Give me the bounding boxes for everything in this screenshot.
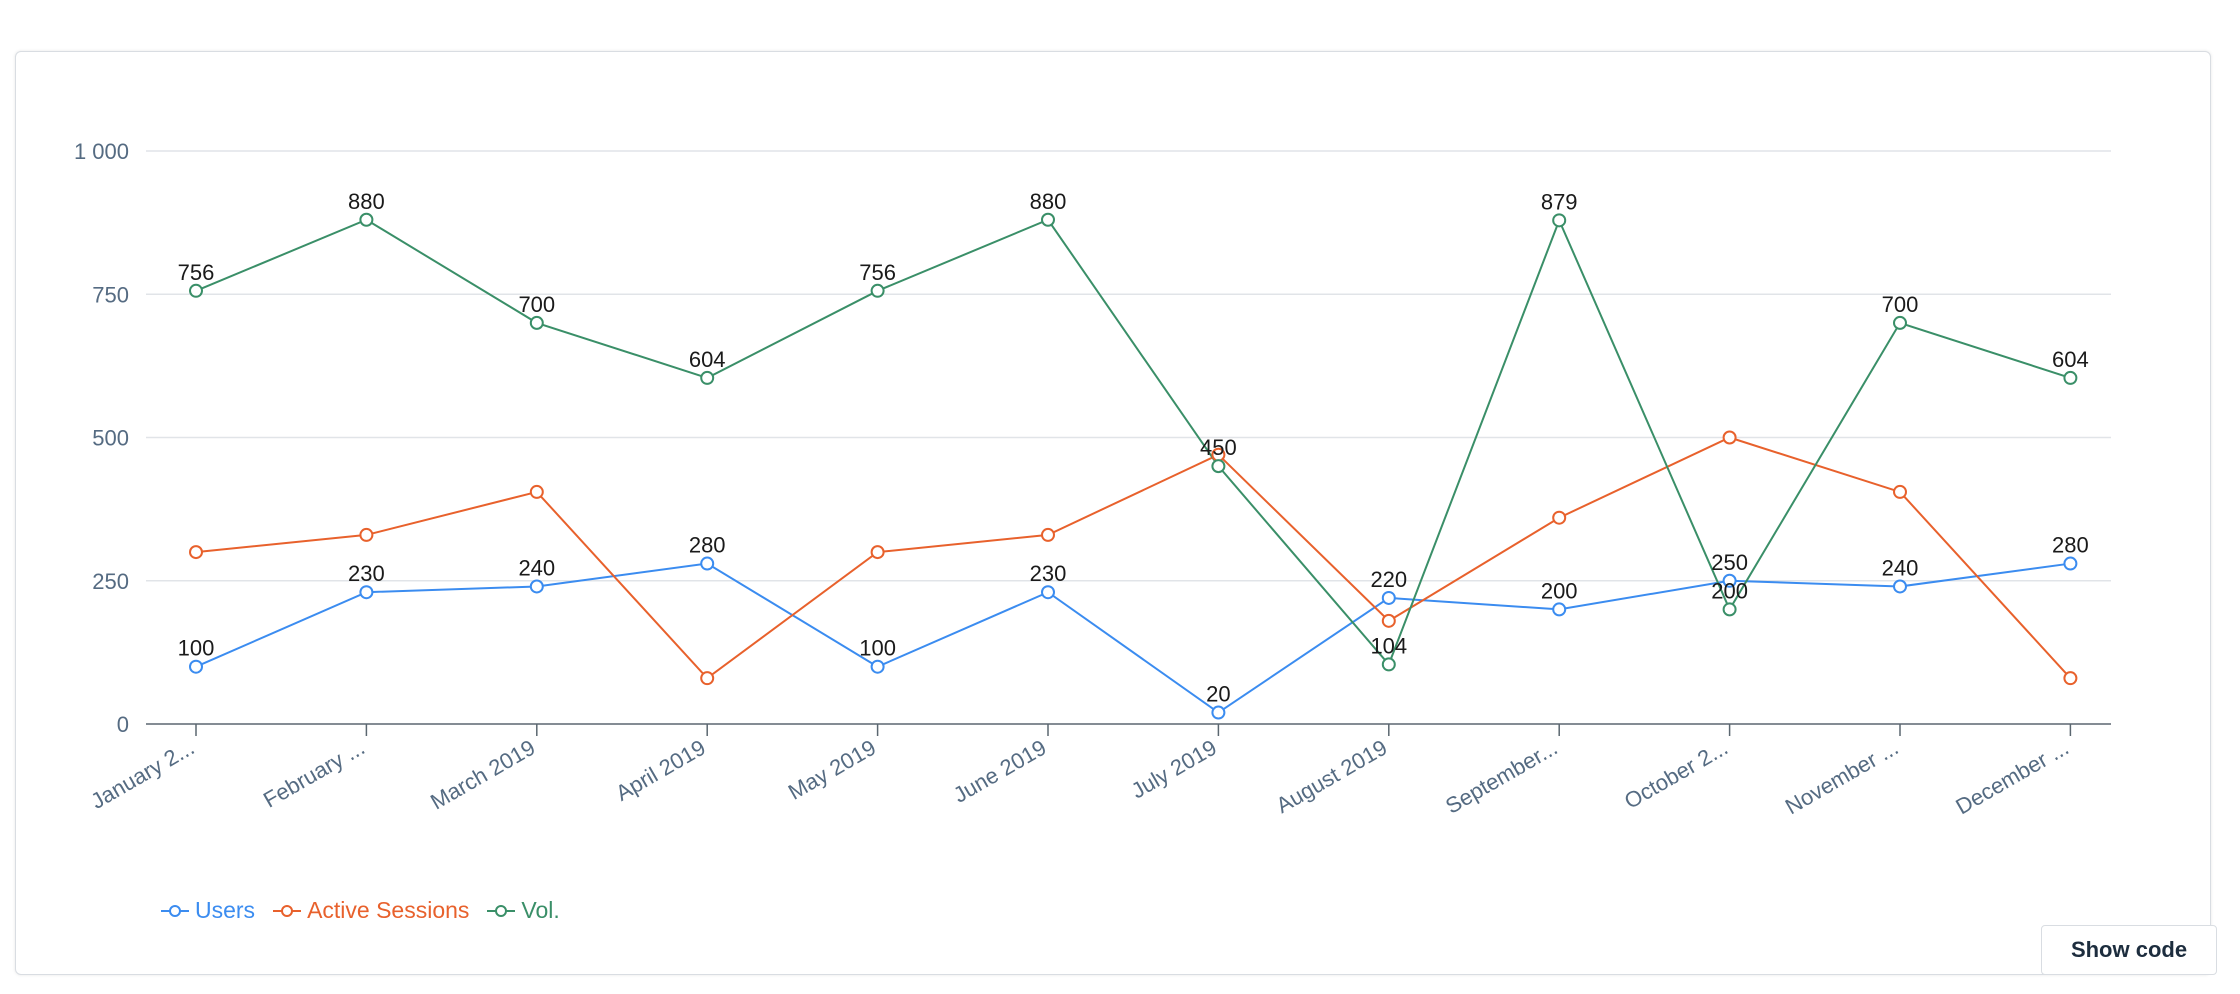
- data-label: 20: [1206, 682, 1230, 707]
- data-label: 700: [518, 292, 555, 317]
- x-tick-label: May 2019: [784, 735, 880, 805]
- data-point: [189, 659, 203, 674]
- data-label: 604: [2052, 347, 2089, 372]
- y-tick-label: 750: [92, 282, 129, 307]
- data-label: 700: [1882, 292, 1919, 317]
- data-label: 756: [178, 260, 215, 285]
- data-point: [189, 283, 203, 298]
- data-point: [1722, 573, 1737, 588]
- data-point: [1552, 602, 1567, 617]
- data-point: [870, 545, 885, 560]
- data-point: [1381, 590, 1396, 605]
- data-point: [1722, 430, 1737, 445]
- y-tick-label: 250: [92, 569, 129, 594]
- x-tick-label: July 2019: [1127, 735, 1221, 804]
- data-point: [700, 370, 715, 385]
- legend-label: Users: [195, 897, 256, 923]
- data-point: [2063, 671, 2078, 686]
- legend-label: Active Sessions: [307, 897, 470, 923]
- legend-marker-icon: [487, 904, 516, 917]
- series-line: [195, 217, 2071, 667]
- data-label: 200: [1541, 578, 1578, 603]
- data-point: [189, 545, 203, 560]
- data-point: [1041, 527, 1055, 542]
- data-point: [359, 527, 374, 542]
- data-point: [1552, 510, 1567, 525]
- data-point: [359, 585, 374, 600]
- legend-item[interactable]: Active Sessions: [273, 897, 469, 924]
- data-point: [1211, 705, 1226, 720]
- data-point: [1893, 579, 1907, 594]
- data-point: [870, 283, 885, 298]
- x-tick-label: September...: [1441, 735, 1562, 819]
- data-point: [700, 556, 715, 571]
- y-tick-label: 0: [117, 712, 129, 737]
- legend-marker-icon: [161, 904, 189, 917]
- data-point: [700, 671, 715, 686]
- y-tick-label: 1 000: [74, 139, 129, 164]
- data-label: 240: [518, 555, 555, 580]
- x-tick-label: October 2...: [1620, 735, 1732, 814]
- data-point: [2063, 556, 2078, 571]
- data-label: 250: [1711, 550, 1748, 575]
- data-label: 880: [348, 189, 385, 214]
- data-label: 280: [2052, 533, 2089, 558]
- data-point: [870, 659, 885, 674]
- series-line: [195, 436, 2072, 680]
- data-label: 100: [178, 636, 215, 661]
- x-tick-label: March 2019: [426, 735, 539, 815]
- data-point: [1552, 213, 1567, 228]
- data-label: 220: [1370, 567, 1407, 592]
- data-point: [529, 484, 544, 499]
- data-label: 880: [1030, 189, 1067, 214]
- line-chart: 0 250 500 750 1 000 January 2... February ... M…: [74, 139, 2111, 820]
- x-tick-label: November ...: [1781, 735, 1903, 820]
- legend-label: Vol.: [521, 897, 560, 923]
- data-point: [1381, 613, 1396, 628]
- data-point: [1381, 657, 1396, 672]
- x-tick-label: April 2019: [611, 735, 709, 806]
- data-point: [1893, 315, 1907, 330]
- data-point: [2063, 370, 2078, 385]
- x-tick-label: December ...: [1951, 735, 2073, 820]
- data-label: 756: [859, 260, 896, 285]
- y-tick-label: 500: [92, 426, 129, 451]
- data-label: 604: [689, 347, 726, 372]
- data-point: [1211, 459, 1226, 474]
- data-point: [1041, 212, 1055, 227]
- data-point: [529, 315, 544, 330]
- x-tick-label: June 2019: [949, 735, 1050, 808]
- series-line: [195, 562, 2071, 714]
- data-point: [529, 579, 544, 594]
- legend-marker-icon: [273, 904, 302, 917]
- data-label: 450: [1200, 435, 1237, 460]
- data-label: 104: [1370, 633, 1407, 658]
- data-label: 280: [689, 533, 726, 558]
- show-code-button[interactable]: Show code: [2041, 925, 2217, 975]
- data-label: 100: [859, 636, 896, 661]
- data-label: 879: [1541, 189, 1578, 214]
- chart-card: 0 250 500 750 1 000 January 2... February ... M…: [15, 51, 2211, 975]
- data-label: 230: [1030, 561, 1067, 586]
- data-point: [1722, 602, 1737, 617]
- legend-item[interactable]: Users: [161, 897, 255, 924]
- data-point: [1893, 484, 1907, 499]
- data-label: 240: [1882, 555, 1919, 580]
- x-tick-label: August 2019: [1272, 735, 1391, 818]
- data-label: 230: [348, 561, 385, 586]
- data-point: [1041, 585, 1055, 600]
- data-point: [359, 212, 374, 227]
- x-tick-label: January 2...: [86, 735, 198, 814]
- chart-legend: Users Active Sessions Vol.: [161, 897, 560, 924]
- legend-item[interactable]: Vol.: [487, 897, 560, 924]
- x-tick-label: February ...: [259, 735, 369, 813]
- data-label: 200: [1711, 578, 1748, 603]
